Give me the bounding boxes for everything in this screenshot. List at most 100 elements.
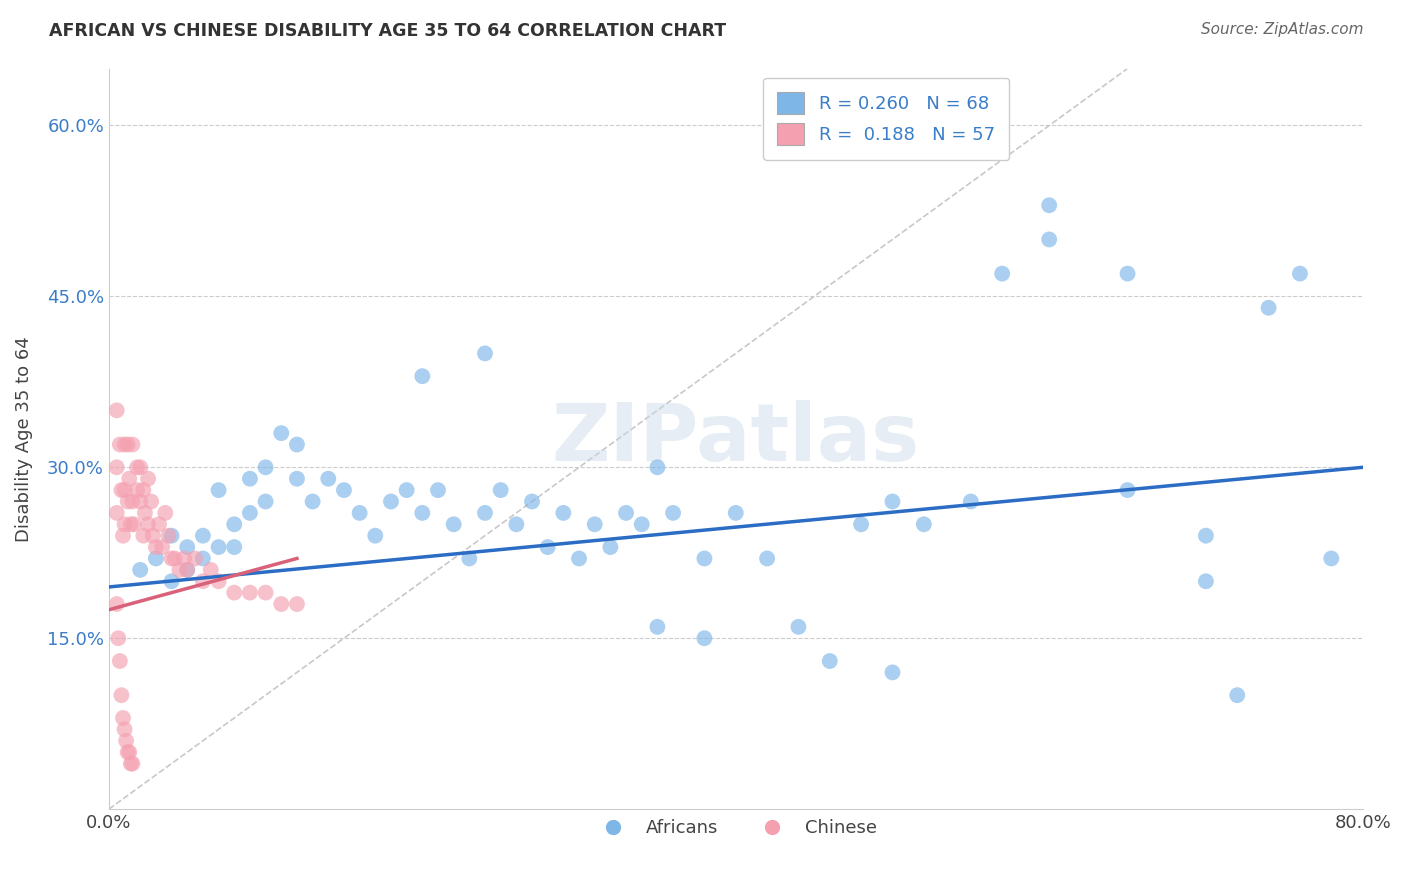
Point: [443, 517, 465, 532]
Point: [134, 506, 156, 520]
Point: [105, 460, 128, 475]
Point: [568, 551, 591, 566]
Y-axis label: Disability Age 35 to 64: Disability Age 35 to 64: [15, 336, 32, 541]
Point: [117, 745, 139, 759]
Point: [176, 563, 198, 577]
Point: [1195, 529, 1218, 543]
Point: [163, 551, 186, 566]
Point: [118, 745, 141, 759]
Point: [1226, 688, 1249, 702]
Point: [693, 551, 716, 566]
Point: [614, 506, 637, 520]
Point: [117, 437, 139, 451]
Point: [959, 494, 981, 508]
Point: [270, 426, 292, 441]
Point: [141, 494, 163, 508]
Point: [105, 597, 128, 611]
Point: [207, 540, 229, 554]
Point: [787, 620, 810, 634]
Point: [239, 585, 262, 599]
Point: [254, 585, 277, 599]
Point: [882, 494, 904, 508]
Point: [1195, 574, 1218, 589]
Point: [1289, 267, 1312, 281]
Point: [239, 506, 262, 520]
Point: [118, 472, 141, 486]
Point: [1116, 483, 1139, 497]
Point: [239, 472, 262, 486]
Point: [553, 506, 575, 520]
Point: [583, 517, 606, 532]
Point: [254, 494, 277, 508]
Point: [148, 517, 170, 532]
Point: [912, 517, 935, 532]
Point: [160, 529, 183, 543]
Point: [207, 483, 229, 497]
Point: [647, 460, 669, 475]
Point: [176, 540, 198, 554]
Point: [117, 494, 139, 508]
Point: [105, 506, 128, 520]
Point: [505, 517, 527, 532]
Point: [108, 437, 131, 451]
Point: [285, 597, 308, 611]
Point: [176, 563, 198, 577]
Point: [254, 460, 277, 475]
Point: [285, 437, 308, 451]
Point: [121, 494, 143, 508]
Point: [114, 517, 136, 532]
Point: [270, 597, 292, 611]
Point: [107, 631, 129, 645]
Point: [110, 483, 132, 497]
Point: [145, 540, 167, 554]
Point: [136, 517, 159, 532]
Text: AFRICAN VS CHINESE DISABILITY AGE 35 TO 64 CORRELATION CHART: AFRICAN VS CHINESE DISABILITY AGE 35 TO …: [49, 22, 727, 40]
Point: [724, 506, 747, 520]
Point: [191, 574, 214, 589]
Point: [110, 688, 132, 702]
Point: [474, 346, 496, 360]
Point: [411, 369, 433, 384]
Point: [1038, 232, 1060, 246]
Point: [756, 551, 779, 566]
Point: [142, 529, 165, 543]
Point: [411, 506, 433, 520]
Point: [630, 517, 652, 532]
Point: [111, 529, 134, 543]
Point: [301, 494, 323, 508]
Point: [207, 574, 229, 589]
Point: [191, 551, 214, 566]
Point: [1116, 267, 1139, 281]
Point: [129, 563, 152, 577]
Point: [991, 267, 1014, 281]
Point: [1257, 301, 1279, 315]
Point: [818, 654, 841, 668]
Point: [191, 529, 214, 543]
Point: [285, 472, 308, 486]
Point: [121, 756, 143, 771]
Point: [427, 483, 450, 497]
Point: [120, 517, 142, 532]
Point: [364, 529, 387, 543]
Point: [157, 529, 180, 543]
Point: [380, 494, 402, 508]
Point: [125, 460, 148, 475]
Point: [1320, 551, 1343, 566]
Point: [458, 551, 481, 566]
Point: [184, 551, 207, 566]
Point: [200, 563, 222, 577]
Point: [160, 551, 183, 566]
Point: [537, 540, 560, 554]
Text: Source: ZipAtlas.com: Source: ZipAtlas.com: [1201, 22, 1364, 37]
Point: [599, 540, 621, 554]
Point: [662, 506, 685, 520]
Point: [173, 551, 195, 566]
Point: [125, 483, 148, 497]
Point: [160, 574, 183, 589]
Point: [882, 665, 904, 680]
Point: [849, 517, 872, 532]
Point: [121, 437, 143, 451]
Point: [224, 540, 246, 554]
Point: [114, 483, 136, 497]
Point: [647, 620, 669, 634]
